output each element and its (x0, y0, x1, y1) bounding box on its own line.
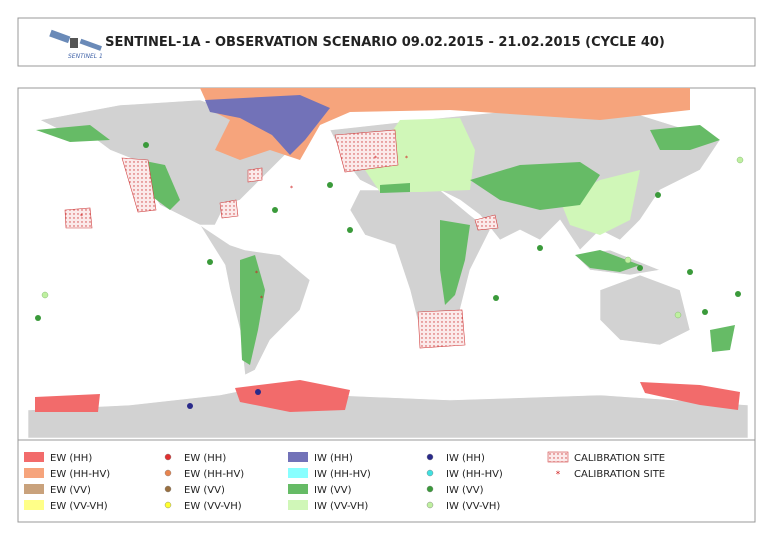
legend-dot (426, 469, 434, 477)
logo: SENTINEL 1 (49, 29, 103, 60)
legend-label: EW (VV) (184, 485, 225, 496)
logo-text: SENTINEL 1 (68, 53, 103, 60)
legend-label: IW (HH-HV) (446, 469, 503, 480)
legend-dot (164, 469, 172, 477)
header-box (17, 17, 756, 67)
legend: EW (HH) EW (HH-HV) EW (VV) EW (VV-VH) EW (HH… (24, 451, 665, 512)
legend-label: IW (HH) (446, 453, 485, 464)
legend-swatch (288, 452, 308, 462)
legend-label: CALIBRATION SITE (574, 453, 665, 464)
legend-label: EW (HH-HV) (50, 469, 110, 480)
legend-dot (164, 485, 172, 493)
legend-label: IW (VV-VH) (314, 501, 368, 512)
title: SENTINEL-1A - OBSERVATION SCENARIO 09.02… (105, 35, 665, 50)
legend-label: IW (VV) (446, 485, 484, 496)
svg-text:*: * (405, 155, 408, 162)
svg-text:*: * (255, 270, 258, 277)
legend-label: EW (VV) (50, 485, 91, 496)
legend-swatch (547, 451, 569, 463)
legend-label: IW (HH-HV) (314, 469, 371, 480)
legend-dot (426, 501, 434, 509)
legend-swatch (24, 484, 44, 494)
legend-label: EW (HH) (50, 453, 92, 464)
legend-label: EW (VV-VH) (50, 501, 108, 512)
legend-swatch (288, 468, 308, 478)
legend-label: IW (VV) (314, 485, 352, 496)
legend-label: CALIBRATION SITE (574, 469, 665, 480)
legend-swatch (288, 500, 308, 510)
svg-text:*: * (374, 155, 377, 162)
legend-swatch (24, 468, 44, 478)
legend-dot (164, 501, 172, 509)
legend-dot (426, 453, 434, 461)
legend-label: IW (VV-VH) (446, 501, 500, 512)
legend-label: EW (HH-HV) (184, 469, 244, 480)
svg-text:*: * (290, 185, 293, 192)
legend-swatch (288, 484, 308, 494)
legend-label: EW (VV-VH) (184, 501, 242, 512)
legend-dot (426, 485, 434, 493)
legend-swatch (24, 500, 44, 510)
legend-label: EW (HH) (184, 453, 226, 464)
legend-label: IW (HH) (314, 453, 353, 464)
legend-star: * (556, 470, 561, 480)
svg-text:*: * (260, 295, 263, 302)
svg-text:*: * (80, 213, 83, 220)
legend-swatch (24, 452, 44, 462)
map: * * * * * * (27, 88, 749, 439)
legend-dot (164, 453, 172, 461)
